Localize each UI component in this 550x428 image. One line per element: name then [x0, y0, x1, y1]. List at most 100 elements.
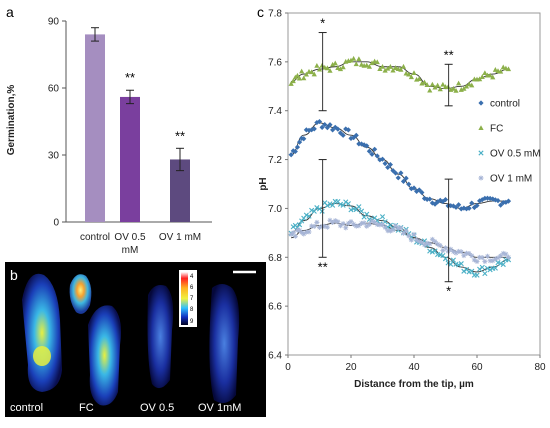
data-point [453, 250, 459, 256]
data-point [382, 160, 388, 167]
legend-label: FC [490, 124, 503, 135]
data-point [335, 65, 341, 70]
data-point [445, 260, 451, 266]
data-point [469, 82, 475, 88]
image-label: FC [79, 402, 94, 414]
data-point [317, 224, 322, 230]
scatter-y-tick-label: 7.4 [268, 106, 282, 117]
panel-label-b: b [10, 267, 18, 283]
data-point [290, 78, 296, 84]
data-point [442, 197, 449, 203]
data-point [335, 219, 341, 225]
data-point [337, 66, 344, 72]
data-point [330, 61, 336, 67]
data-point [311, 208, 317, 214]
data-point [345, 127, 351, 133]
data-point [324, 224, 330, 230]
series-3 [288, 217, 511, 265]
data-point [419, 189, 425, 196]
data-point [416, 239, 422, 245]
data-point [314, 205, 320, 211]
data-point [498, 253, 504, 259]
data-point [351, 221, 357, 227]
scatter-y-tick-label: 7.6 [268, 57, 282, 68]
data-point [311, 223, 317, 229]
data-point [403, 175, 409, 181]
data-point [303, 71, 309, 77]
data-point [345, 201, 351, 207]
data-point [432, 84, 438, 90]
data-point [353, 223, 359, 229]
data-point [400, 63, 407, 69]
data-point [437, 243, 443, 249]
data-point [314, 63, 320, 68]
data-point [288, 152, 294, 158]
data-point [411, 185, 417, 191]
data-point [343, 199, 349, 205]
scatter-y-tick-label: 7.8 [268, 9, 282, 20]
data-point [429, 81, 435, 87]
data-point [314, 219, 320, 225]
data-point [364, 62, 370, 68]
data-point [411, 70, 417, 76]
data-point [427, 87, 433, 93]
data-point [466, 250, 472, 256]
scatter-x-tick-label: 80 [534, 362, 546, 373]
data-point [380, 222, 385, 228]
cell-control-hotspot [33, 346, 51, 366]
data-point [408, 237, 414, 243]
data-point [393, 170, 399, 176]
data-point [340, 132, 346, 138]
data-point [463, 83, 470, 89]
data-point [364, 143, 370, 149]
data-point [390, 227, 396, 233]
cell-control [22, 273, 62, 392]
data-point [303, 212, 309, 218]
scatter-x-tick-label: 60 [471, 362, 483, 373]
scatter-y-tick-label: 6.4 [268, 351, 282, 362]
data-point [324, 65, 330, 71]
significance-label: * [320, 16, 325, 31]
data-point [435, 241, 441, 247]
data-point [387, 228, 393, 234]
bar-y-tick-label: 30 [48, 151, 60, 162]
data-point [353, 61, 359, 67]
data-point [330, 202, 336, 208]
data-point [374, 59, 380, 65]
data-point [505, 66, 512, 72]
data-point [364, 211, 370, 217]
data-point [356, 204, 362, 210]
data-point [461, 253, 467, 259]
data-point [385, 164, 391, 171]
data-point [385, 65, 391, 71]
significance-label: ** [318, 259, 328, 274]
data-point [369, 60, 375, 66]
bar-significance: ** [125, 70, 135, 85]
data-point [319, 62, 325, 68]
data-point [343, 225, 349, 231]
data-point [400, 178, 407, 184]
data-point [474, 272, 480, 278]
data-point [382, 67, 388, 73]
data-point [435, 82, 441, 88]
data-point [466, 205, 472, 211]
scatter-y-axis-label: pH [258, 177, 269, 190]
data-point [500, 250, 506, 256]
data-point [429, 249, 435, 255]
bar-category-label: control [80, 232, 110, 243]
data-point [440, 248, 446, 254]
data-point [492, 265, 498, 271]
colorbar [181, 272, 188, 325]
colorbar-tick-label: 7 [190, 296, 194, 302]
data-point [324, 125, 330, 131]
data-point [340, 221, 346, 227]
data-point [445, 248, 451, 254]
data-point [338, 223, 343, 229]
data-point [450, 257, 456, 263]
scatter-x-tick-label: 0 [285, 362, 291, 373]
data-point [377, 222, 383, 228]
data-point [495, 255, 501, 261]
bar-y-tick-label: 0 [53, 218, 59, 229]
data-point [479, 264, 485, 270]
data-point [419, 239, 425, 245]
